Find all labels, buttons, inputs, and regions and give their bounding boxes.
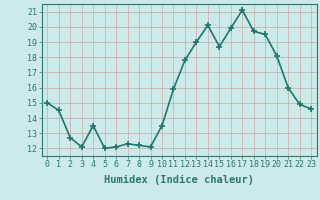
X-axis label: Humidex (Indice chaleur): Humidex (Indice chaleur) xyxy=(104,175,254,185)
